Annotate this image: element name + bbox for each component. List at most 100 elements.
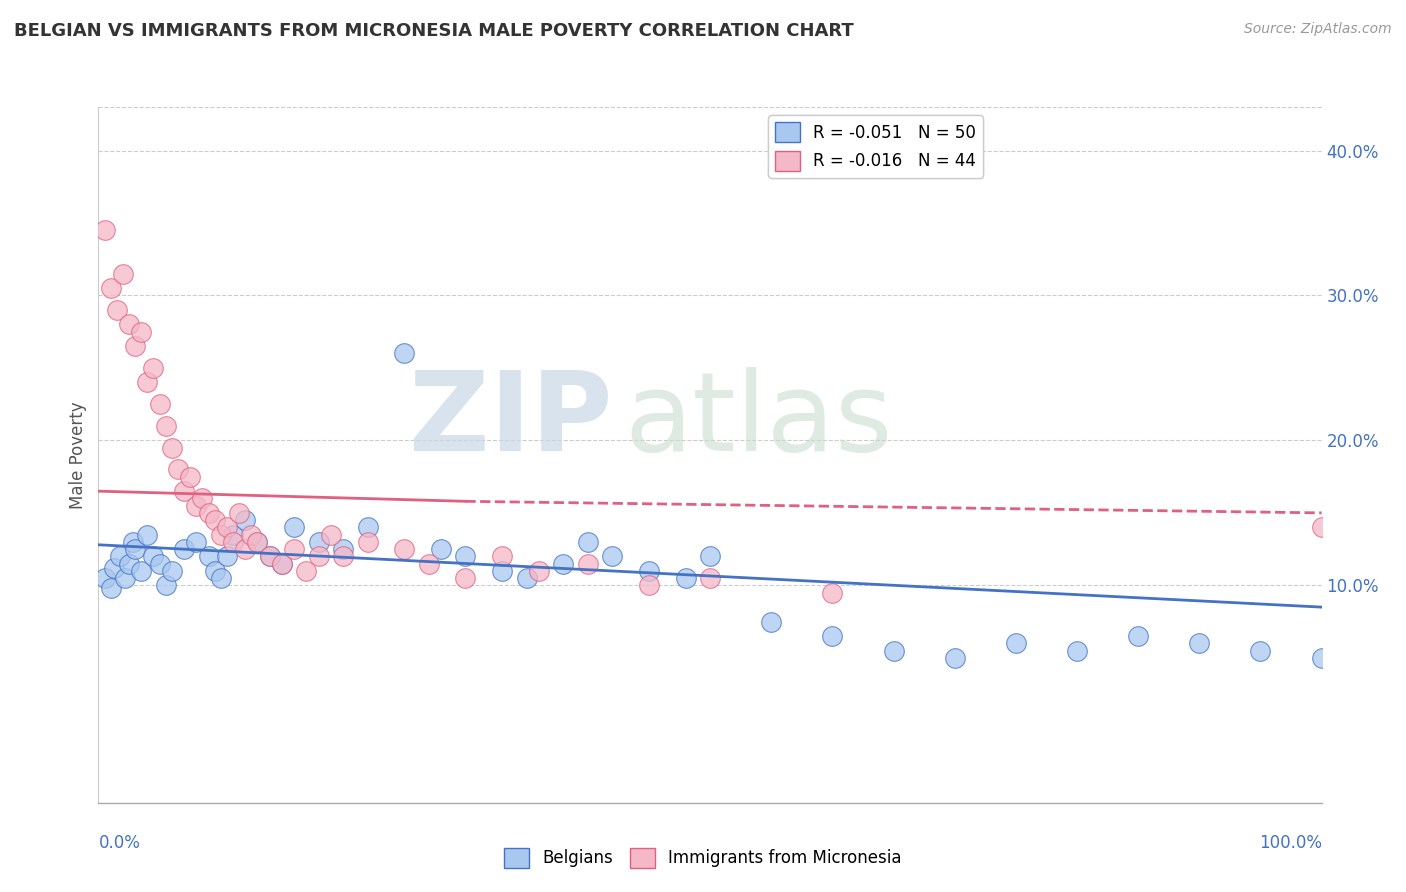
Point (1128, 629, 1150, 643)
Point (240, 527, 263, 541)
Point (454, 571, 477, 585)
Text: 0.0%: 0.0% (98, 834, 141, 852)
Point (118, 318, 141, 332)
Text: BELGIAN VS IMMIGRANTS FROM MICRONESIA MALE POVERTY CORRELATION CHART: BELGIAN VS IMMIGRANTS FROM MICRONESIA MA… (14, 22, 853, 40)
Point (149, 557, 172, 571)
Point (821, 585, 844, 599)
Point (491, 564, 513, 578)
Point (1310, 651, 1333, 665)
Point (215, 520, 238, 534)
Point (167, 462, 190, 476)
Point (173, 542, 195, 557)
Point (100, 582, 122, 596)
Point (136, 527, 159, 541)
Point (114, 571, 136, 585)
Point (883, 643, 905, 657)
Point (418, 557, 440, 571)
Point (1310, 520, 1333, 534)
Point (246, 534, 269, 549)
Point (179, 469, 201, 483)
Point (160, 441, 183, 455)
Point (173, 484, 195, 499)
Point (259, 549, 281, 564)
Point (283, 520, 305, 534)
Point (110, 549, 132, 564)
Point (191, 491, 214, 506)
Point (600, 549, 623, 564)
Point (270, 557, 294, 571)
Point (576, 557, 599, 571)
Point (392, 542, 416, 557)
Point (197, 549, 219, 564)
Point (209, 527, 232, 541)
Point (392, 346, 416, 360)
Point (228, 506, 250, 520)
Text: 100.0%: 100.0% (1258, 834, 1322, 852)
Point (295, 564, 318, 578)
Point (454, 549, 477, 564)
Point (142, 361, 165, 376)
Point (186, 499, 208, 513)
Point (160, 564, 183, 578)
Point (699, 549, 721, 564)
Point (124, 542, 146, 557)
Point (155, 419, 177, 434)
Point (308, 534, 330, 549)
Point (105, 303, 128, 318)
Point (142, 549, 165, 564)
Point (332, 542, 354, 557)
Legend: R = -0.051   N = 50, R = -0.016   N = 44: R = -0.051 N = 50, R = -0.016 N = 44 (769, 115, 983, 178)
Text: ZIP: ZIP (409, 367, 612, 474)
Point (103, 561, 125, 575)
Y-axis label: Male Poverty: Male Poverty (69, 401, 87, 508)
Point (491, 549, 513, 564)
Point (308, 549, 330, 564)
Point (121, 534, 143, 549)
Point (699, 571, 721, 585)
Point (1250, 643, 1272, 657)
Point (222, 534, 245, 549)
Point (283, 542, 305, 557)
Point (197, 506, 219, 520)
Point (576, 534, 599, 549)
Legend: Belgians, Immigrants from Micronesia: Belgians, Immigrants from Micronesia (498, 841, 908, 875)
Point (118, 557, 141, 571)
Point (638, 578, 661, 592)
Point (124, 339, 146, 353)
Point (1066, 643, 1088, 657)
Point (222, 527, 245, 541)
Point (675, 571, 697, 585)
Point (186, 534, 208, 549)
Text: atlas: atlas (624, 367, 893, 474)
Point (149, 397, 172, 411)
Text: Source: ZipAtlas.com: Source: ZipAtlas.com (1244, 22, 1392, 37)
Point (638, 564, 661, 578)
Point (356, 520, 378, 534)
Point (356, 534, 378, 549)
Point (1004, 636, 1026, 650)
Point (136, 376, 159, 390)
Point (155, 578, 177, 592)
Point (430, 542, 453, 557)
Point (943, 651, 966, 665)
Point (332, 549, 354, 564)
Point (204, 564, 226, 578)
Point (93, 223, 115, 237)
Point (111, 267, 134, 281)
Point (246, 534, 269, 549)
Point (527, 564, 550, 578)
Point (204, 513, 226, 527)
Point (93, 571, 115, 585)
Point (233, 513, 256, 527)
Point (215, 549, 238, 564)
Point (553, 557, 575, 571)
Point (209, 571, 232, 585)
Point (129, 325, 152, 339)
Point (129, 564, 152, 578)
Point (821, 629, 844, 643)
Point (270, 557, 294, 571)
Point (1188, 636, 1211, 650)
Point (259, 549, 281, 564)
Point (516, 571, 538, 585)
Point (319, 527, 342, 541)
